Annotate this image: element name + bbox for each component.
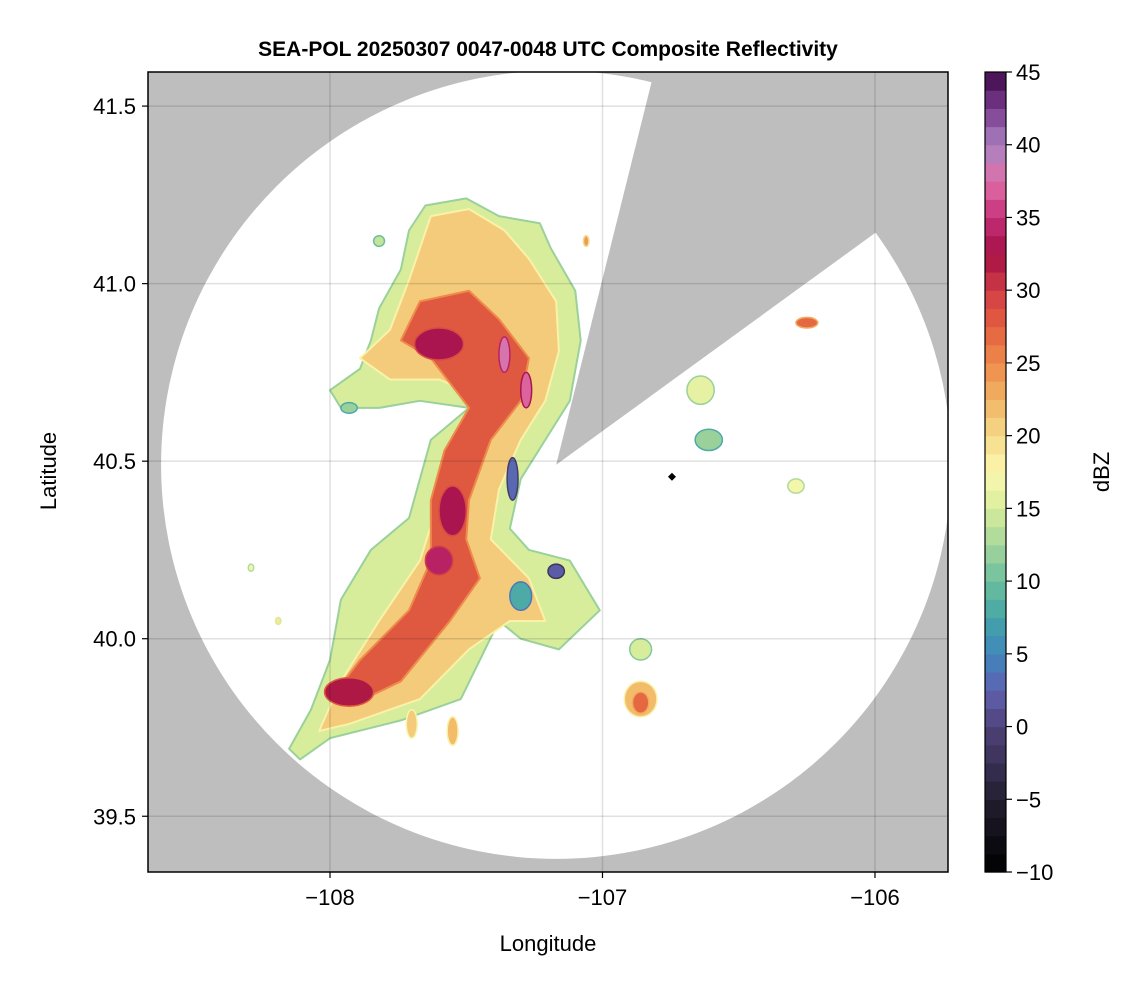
echo-cell	[340, 401, 359, 414]
colorbar-band	[985, 708, 1006, 728]
colorbar-band	[985, 399, 1006, 419]
colorbar-tick-label: 30	[1016, 278, 1040, 303]
y-tick-label: 39.5	[93, 804, 136, 829]
colorbar-tick-label: 20	[1016, 424, 1040, 449]
colorbar-band	[985, 181, 1006, 200]
colorbar-band	[985, 744, 1006, 764]
colorbar-band	[985, 326, 1006, 346]
colorbar-band	[985, 672, 1006, 691]
echo-cell	[438, 485, 468, 537]
colorbar-band	[985, 417, 1006, 437]
colorbar-band	[985, 381, 1006, 400]
plot-frame	[147, 71, 949, 873]
echo-cell	[787, 478, 805, 494]
y-axis-label: Latitude	[36, 432, 61, 510]
colorbar-band	[985, 435, 1006, 455]
echo-cell	[498, 336, 511, 374]
grid-lines	[148, 72, 948, 872]
colorbar-band	[985, 635, 1006, 655]
colorbar-band	[985, 599, 1006, 619]
colorbar-band	[985, 490, 1006, 509]
y-tick-label: 40.5	[93, 449, 136, 474]
y-tick-label: 40.0	[93, 627, 136, 652]
echo-cell	[405, 708, 418, 739]
echo-cell	[372, 234, 386, 248]
colorbar-band	[985, 762, 1006, 782]
colorbar-label: dBZ	[1089, 452, 1114, 492]
echo-cell	[446, 716, 459, 746]
blocked-sector	[556, 72, 948, 465]
colorbar-band	[985, 162, 1006, 182]
colorbar-tick-label: 35	[1016, 205, 1040, 230]
colorbar-tick-label: −10	[1016, 860, 1053, 885]
colorbar-band	[985, 126, 1006, 146]
colorbar-band	[985, 835, 1006, 855]
colorbar-band	[985, 690, 1006, 709]
colorbar-band	[985, 526, 1006, 546]
colorbar-band	[985, 726, 1006, 746]
colorbar-band	[985, 472, 1006, 491]
colorbar-band	[985, 453, 1006, 473]
colorbar-band	[985, 144, 1006, 164]
echo-cell	[424, 545, 454, 576]
colorbar-band	[985, 253, 1006, 273]
echo-cell	[628, 637, 653, 661]
colorbar-band	[985, 562, 1006, 582]
colorbar-band	[985, 653, 1006, 673]
echo-cell	[686, 375, 715, 406]
colorbar-band	[985, 308, 1006, 328]
x-tick-label: −106	[850, 885, 900, 910]
colorbar-band	[985, 581, 1006, 600]
colorbar-band	[985, 853, 1006, 873]
colorbar-band	[985, 108, 1006, 128]
echo-cell	[247, 563, 255, 572]
chart-title: SEA-POL 20250307 0047-0048 UTC Composite…	[258, 38, 838, 61]
colorbar-frame	[984, 71, 1007, 873]
colorbar-band	[985, 235, 1006, 255]
echo-cell	[582, 234, 590, 248]
axes: −108 −107 −106 39.5 40.0 40.5 41.0 41.5	[93, 94, 900, 910]
colorbar-tick-label: 5	[1016, 642, 1028, 667]
echo-cell	[506, 456, 519, 501]
colorbar-tick-label: 0	[1016, 715, 1028, 740]
y-tick-label: 41.5	[93, 94, 136, 119]
colorbar: −10 −5 0 5 10 15 20 25 30 35 40 45	[984, 60, 1053, 885]
y-tick-label: 41.0	[93, 272, 136, 297]
colorbar-band	[985, 508, 1006, 528]
echo-cell	[509, 581, 533, 612]
echo-cell	[323, 677, 375, 707]
x-axis-label: Longitude	[500, 931, 597, 956]
colorbar-band	[985, 72, 1006, 91]
echo-cell	[274, 616, 282, 626]
x-tick-label: −107	[578, 885, 628, 910]
colorbar-band	[985, 344, 1006, 364]
echo-cell	[795, 316, 819, 329]
plot-area	[148, 72, 948, 872]
echo-cell	[520, 371, 533, 409]
echo-cell	[694, 428, 724, 452]
colorbar-tick-label: −5	[1016, 787, 1041, 812]
colorbar-band	[985, 199, 1006, 219]
colorbar-band	[985, 817, 1006, 837]
colorbar-band	[985, 617, 1006, 637]
location-marker	[667, 472, 676, 481]
colorbar-band	[985, 290, 1006, 309]
colorbar-band	[985, 362, 1006, 382]
colorbar-tick-label: 15	[1016, 496, 1040, 521]
colorbar-band	[985, 544, 1006, 564]
colorbar-band	[985, 90, 1006, 109]
colorbar-tick-label: 25	[1016, 351, 1040, 376]
echo-cell	[413, 327, 465, 361]
colorbar-tick-label: 40	[1016, 133, 1040, 158]
colorbar-band	[985, 799, 1006, 819]
echo-cell	[631, 691, 650, 715]
x-tick-label: −108	[305, 885, 355, 910]
colorbar-band	[985, 272, 1006, 291]
colorbar-tick-label: 10	[1016, 569, 1040, 594]
colorbar-band	[985, 781, 1006, 800]
echo-cell	[547, 563, 566, 580]
colorbar-band	[985, 217, 1006, 237]
colorbar-tick-label: 45	[1016, 60, 1040, 85]
